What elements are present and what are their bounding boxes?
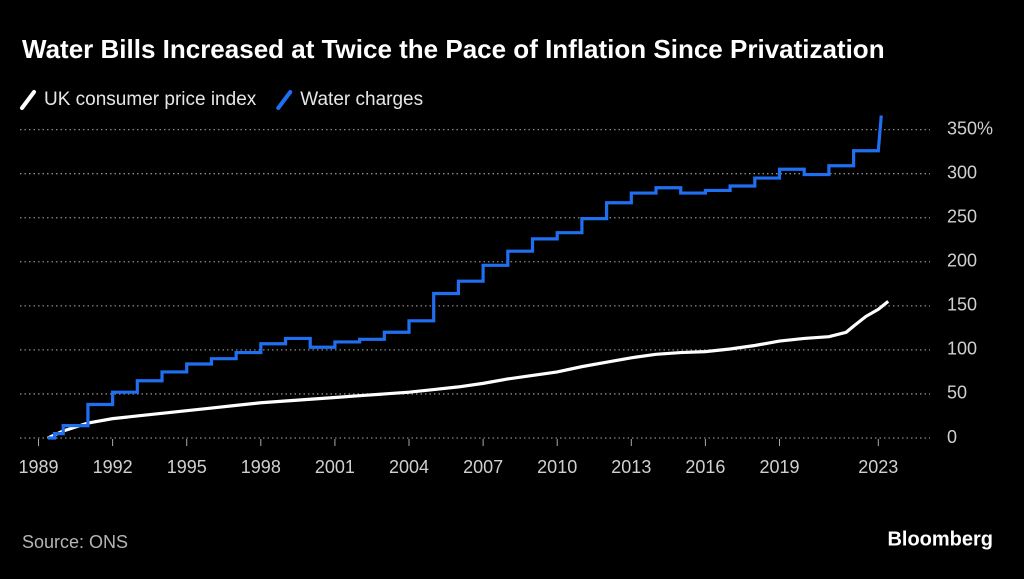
x-tick-label: 2007 — [463, 457, 503, 477]
x-tick-label: 1989 — [19, 457, 59, 477]
legend-swatch — [276, 90, 293, 110]
y-tick-label: 50 — [947, 383, 967, 403]
chart-title: Water Bills Increased at Twice the Pace … — [22, 34, 885, 64]
x-tick-label: 2010 — [537, 457, 577, 477]
legend-swatch — [20, 90, 36, 110]
source-note: Source: ONS — [22, 532, 128, 552]
x-tick-label: 2001 — [315, 457, 355, 477]
x-tick-label: 2023 — [858, 457, 898, 477]
y-tick-label: 300 — [947, 162, 977, 182]
brand-logo: Bloomberg — [887, 528, 993, 550]
x-tick-label: 2004 — [389, 457, 429, 477]
y-tick-label: 100 — [947, 339, 977, 359]
x-tick-label: 2013 — [611, 457, 651, 477]
y-tick-label: 0 — [947, 427, 957, 447]
x-tick-label: 2016 — [685, 457, 725, 477]
y-tick-label: 350% — [947, 118, 993, 138]
x-tick-label: 1992 — [93, 457, 133, 477]
data-line — [47, 115, 883, 440]
y-tick-label: 200 — [947, 251, 977, 271]
legend-label: Water charges — [300, 89, 423, 110]
x-tick-label: 1998 — [241, 457, 281, 477]
data-line — [47, 300, 890, 440]
x-tick-label: 2019 — [759, 457, 799, 477]
legend-label: UK consumer price index — [44, 89, 257, 110]
y-tick-label: 150 — [947, 295, 977, 315]
legend: UK consumer price index Water charges — [20, 89, 423, 110]
y-tick-label: 250 — [947, 206, 977, 226]
x-tick-label: 1995 — [167, 457, 207, 477]
